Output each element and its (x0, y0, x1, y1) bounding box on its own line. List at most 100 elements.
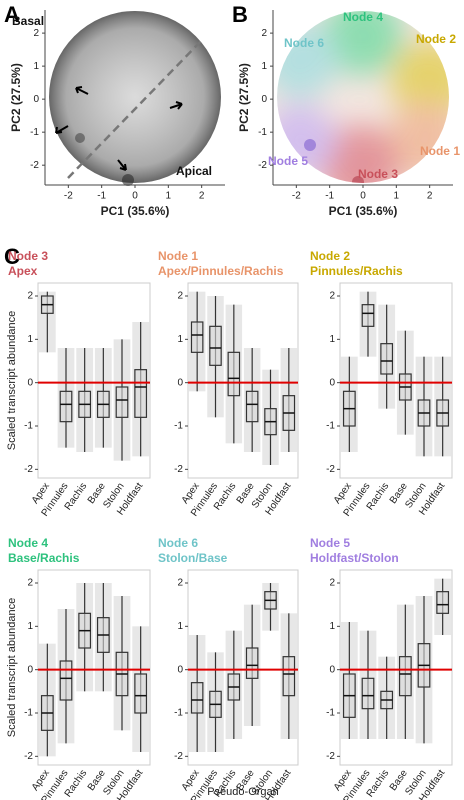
y-axis-label: PC2 (27.5%) (9, 63, 23, 132)
panel-subtitle: Holdfast/Stolon (310, 551, 399, 565)
panel-subtitle: Apex/Pinnules/Rachis (158, 264, 284, 278)
panel-title: Node 4 (8, 536, 48, 550)
box (190, 321, 204, 353)
y-tick-label: -2 (174, 464, 183, 475)
y-tick-label: 0 (27, 377, 33, 388)
panel-title: Node 2 (310, 249, 350, 263)
box (282, 656, 296, 697)
y-tick-label: 1 (329, 621, 335, 632)
panel-subtitle: Stolon/Base (158, 551, 228, 565)
y-tick-label: -2 (24, 464, 33, 475)
x-tick-label: 0 (132, 191, 138, 202)
point-cloud (49, 11, 221, 183)
y-tick-label: 0 (329, 377, 335, 388)
box (190, 682, 204, 714)
box (380, 343, 394, 375)
plot-frame (339, 569, 453, 766)
y-tick-label: -2 (326, 464, 335, 475)
x-tick-label: 1 (394, 191, 400, 202)
cluster (122, 174, 134, 186)
y-tick-label: 0 (27, 664, 33, 675)
y-tick-label: 0 (177, 377, 183, 388)
panel-subtitle: Apex (8, 264, 38, 278)
plot-frame (339, 282, 453, 479)
x-axis-label: PC1 (35.6%) (329, 204, 398, 218)
y-tick-label: -2 (258, 160, 267, 171)
y-tick-label: -2 (326, 751, 335, 762)
box (436, 591, 450, 614)
panel-title: Node 5 (310, 536, 350, 550)
y-tick-label: -1 (258, 127, 267, 138)
y-tick-label: -2 (30, 160, 39, 171)
plot-frame (37, 569, 151, 766)
box (361, 304, 375, 327)
y-tick-label: 2 (329, 578, 335, 589)
y-axis-label: Scaled transcript abundance (6, 311, 18, 450)
x-tick-label: 1 (166, 191, 172, 202)
y-tick-label: 1 (27, 621, 33, 632)
x-tick-label: 0 (360, 191, 366, 202)
y-tick-label: 0 (261, 94, 267, 105)
x-axis-label: PC1 (35.6%) (101, 204, 170, 218)
box (361, 677, 375, 710)
y-tick-label: 0 (177, 664, 183, 675)
box (227, 351, 241, 397)
y-tick-label: 2 (329, 291, 335, 302)
x-tick-label: 2 (199, 191, 205, 202)
plot-frame (187, 282, 299, 479)
divider (67, 39, 203, 179)
panel-label: C (4, 244, 20, 269)
y-tick-label: -1 (326, 708, 335, 719)
box (245, 390, 259, 423)
panel-label: A (4, 2, 20, 27)
arrows (55, 86, 183, 171)
y-tick-label: 1 (261, 61, 267, 72)
y-tick-label: 0 (33, 94, 39, 105)
y-tick-label: 2 (261, 28, 267, 39)
y-tick-label: -2 (174, 751, 183, 762)
y-tick-label: -2 (24, 751, 33, 762)
x-axis-label: Pseudo-Organ (207, 786, 279, 798)
x-tick-label: -1 (325, 191, 334, 202)
y-tick-label: 0 (329, 664, 335, 675)
y-tick-label: -1 (174, 421, 183, 432)
box (59, 390, 73, 423)
annotation: Node 1 (420, 144, 460, 158)
x-tick-label: 2 (427, 191, 433, 202)
cluster (75, 133, 85, 143)
y-tick-label: 1 (177, 334, 183, 345)
y-tick-label: -1 (24, 708, 33, 719)
panel-title: Node 3 (8, 249, 48, 263)
plot-frame (187, 569, 299, 766)
y-tick-label: 1 (329, 334, 335, 345)
y-tick-label: -1 (174, 708, 183, 719)
annotation: Node 5 (268, 154, 308, 168)
x-tick-label: -2 (292, 191, 301, 202)
box (59, 660, 73, 701)
y-tick-label: 2 (177, 578, 183, 589)
box (398, 656, 412, 697)
box (115, 386, 129, 418)
annotation: Node 2 (416, 32, 456, 46)
y-tick-label: 2 (27, 291, 33, 302)
y-tick-label: 1 (33, 61, 39, 72)
plot-frame (37, 282, 151, 479)
y-tick-label: -1 (30, 127, 39, 138)
x-tick-label: -2 (64, 191, 73, 202)
y-tick-label: 2 (33, 28, 39, 39)
y-tick-label: 2 (177, 291, 183, 302)
y-tick-label: 2 (27, 578, 33, 589)
box (134, 673, 148, 714)
box (209, 325, 222, 366)
y-tick-label: 1 (177, 621, 183, 632)
x-tick-label: -1 (97, 191, 106, 202)
box (245, 647, 259, 679)
y-axis-label: Scaled transcript abundance (6, 598, 18, 737)
annotation: Basal (12, 14, 44, 28)
y-tick-label: -1 (326, 421, 335, 432)
annotation: Node 4 (343, 10, 383, 24)
y-tick-label: 1 (27, 334, 33, 345)
box (134, 369, 148, 418)
panel-title: Node 1 (158, 249, 198, 263)
